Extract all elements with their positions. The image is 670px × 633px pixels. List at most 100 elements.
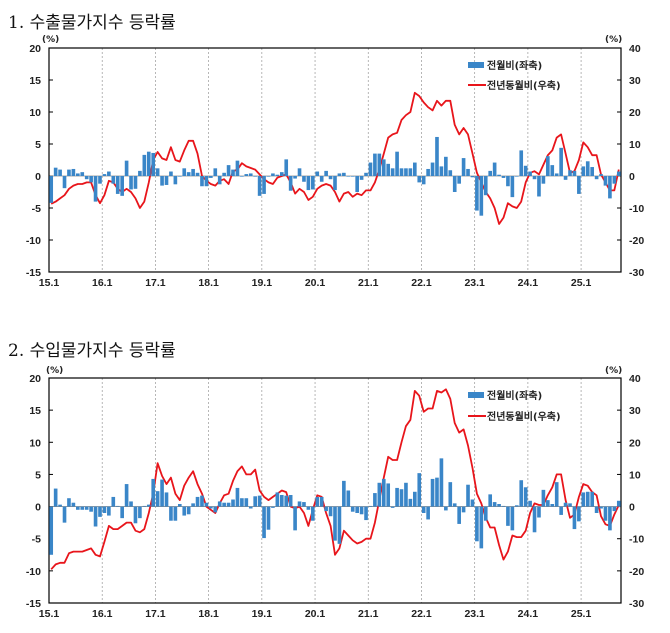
left-tick-label: -15 (26, 267, 41, 279)
mom-bar (510, 506, 515, 531)
mom-bar (173, 506, 178, 521)
mom-bar (488, 170, 493, 176)
mom-bar (107, 506, 111, 516)
mom-bar (311, 176, 315, 190)
left-tick-label: 20 (29, 373, 41, 385)
mom-bar (244, 174, 249, 176)
mom-bar (577, 506, 581, 522)
x-tick-label: 25.1 (571, 608, 592, 620)
mom-bar (523, 165, 528, 176)
mom-bar (501, 505, 506, 507)
mom-bar (253, 496, 258, 507)
mom-bar (279, 172, 284, 176)
mom-bar (102, 506, 107, 513)
mom-bar (466, 168, 470, 176)
mom-bar (266, 506, 271, 530)
mom-bar (306, 506, 311, 510)
mom-bar (399, 168, 404, 176)
mom-bar (461, 506, 466, 513)
mom-bar (173, 176, 178, 185)
mom-bar (603, 176, 608, 186)
mom-bar (381, 159, 386, 176)
mom-bar (417, 176, 422, 183)
mom-bar (311, 506, 315, 521)
mom-bar (186, 506, 191, 515)
mom-bar (124, 160, 129, 176)
x-tick-label: 15.1 (39, 608, 60, 620)
mom-bar (541, 176, 546, 184)
legend-bar-swatch (468, 62, 484, 68)
mom-bar (448, 482, 453, 507)
right-tick-label: -30 (629, 598, 644, 610)
mom-bar (248, 173, 253, 176)
mom-bar (98, 506, 102, 517)
mom-bar (120, 176, 124, 196)
mom-bar (217, 176, 222, 185)
mom-bar (373, 493, 377, 507)
mom-bar (563, 502, 568, 507)
mom-bar (355, 176, 359, 192)
mom-bar (350, 176, 355, 177)
mom-bar (262, 506, 266, 539)
mom-bar (333, 176, 337, 191)
mom-bar (452, 503, 457, 507)
mom-bar (608, 506, 612, 531)
mom-bar (98, 176, 102, 184)
mom-bar (537, 506, 541, 518)
x-tick-label: 24.1 (518, 277, 539, 289)
mom-bar (62, 176, 67, 189)
mom-bar (271, 173, 275, 176)
mom-bar (390, 506, 395, 508)
mom-bar (475, 176, 479, 211)
mom-bar (342, 172, 346, 176)
mom-bar (146, 504, 151, 507)
mom-bar (209, 506, 213, 509)
mom-bar (146, 151, 151, 176)
mom-bar (297, 501, 302, 507)
mom-bar (519, 150, 524, 176)
mom-bar (457, 176, 461, 184)
mom-bar (155, 491, 160, 507)
mom-bar (408, 498, 413, 507)
mom-bar (381, 478, 386, 507)
mom-bar (616, 171, 621, 176)
mom-bar (528, 171, 532, 176)
mom-bar (133, 176, 138, 189)
mom-bar (368, 505, 373, 507)
mom-bar (452, 176, 457, 192)
mom-bar (492, 162, 497, 176)
mom-bar (231, 169, 235, 176)
x-tick-label: 24.1 (518, 608, 539, 620)
left-tick-label: 10 (29, 437, 41, 449)
mom-bar (514, 505, 519, 507)
mom-bar (594, 176, 599, 180)
mom-bar (333, 506, 337, 541)
mom-bar (324, 506, 328, 512)
mom-bar (89, 176, 93, 183)
mom-bar (444, 506, 448, 511)
mom-bar (169, 171, 173, 176)
mom-bar (213, 168, 218, 176)
mom-bar (222, 502, 226, 507)
mom-bar (532, 176, 537, 180)
x-tick-label: 17.1 (145, 608, 166, 620)
x-tick-label: 18.1 (198, 608, 219, 620)
mom-bar (373, 153, 377, 176)
mom-bar (377, 482, 382, 507)
right-tick-label: 10 (629, 139, 641, 151)
mom-bar (342, 480, 346, 507)
mom-bar (302, 502, 306, 507)
mom-bar (364, 172, 368, 176)
mom-bar (288, 176, 293, 191)
x-tick-label: 20.1 (305, 608, 326, 620)
mom-bar (151, 152, 156, 176)
mom-bar (293, 506, 297, 531)
right-tick-label: 0 (629, 502, 635, 514)
mom-bar (537, 176, 541, 197)
mom-bar (275, 174, 280, 176)
left-tick-label: 0 (35, 502, 41, 514)
mom-bar (479, 176, 484, 216)
x-tick-label: 18.1 (198, 277, 219, 289)
mom-bar (253, 176, 258, 177)
mom-bar (71, 168, 76, 176)
